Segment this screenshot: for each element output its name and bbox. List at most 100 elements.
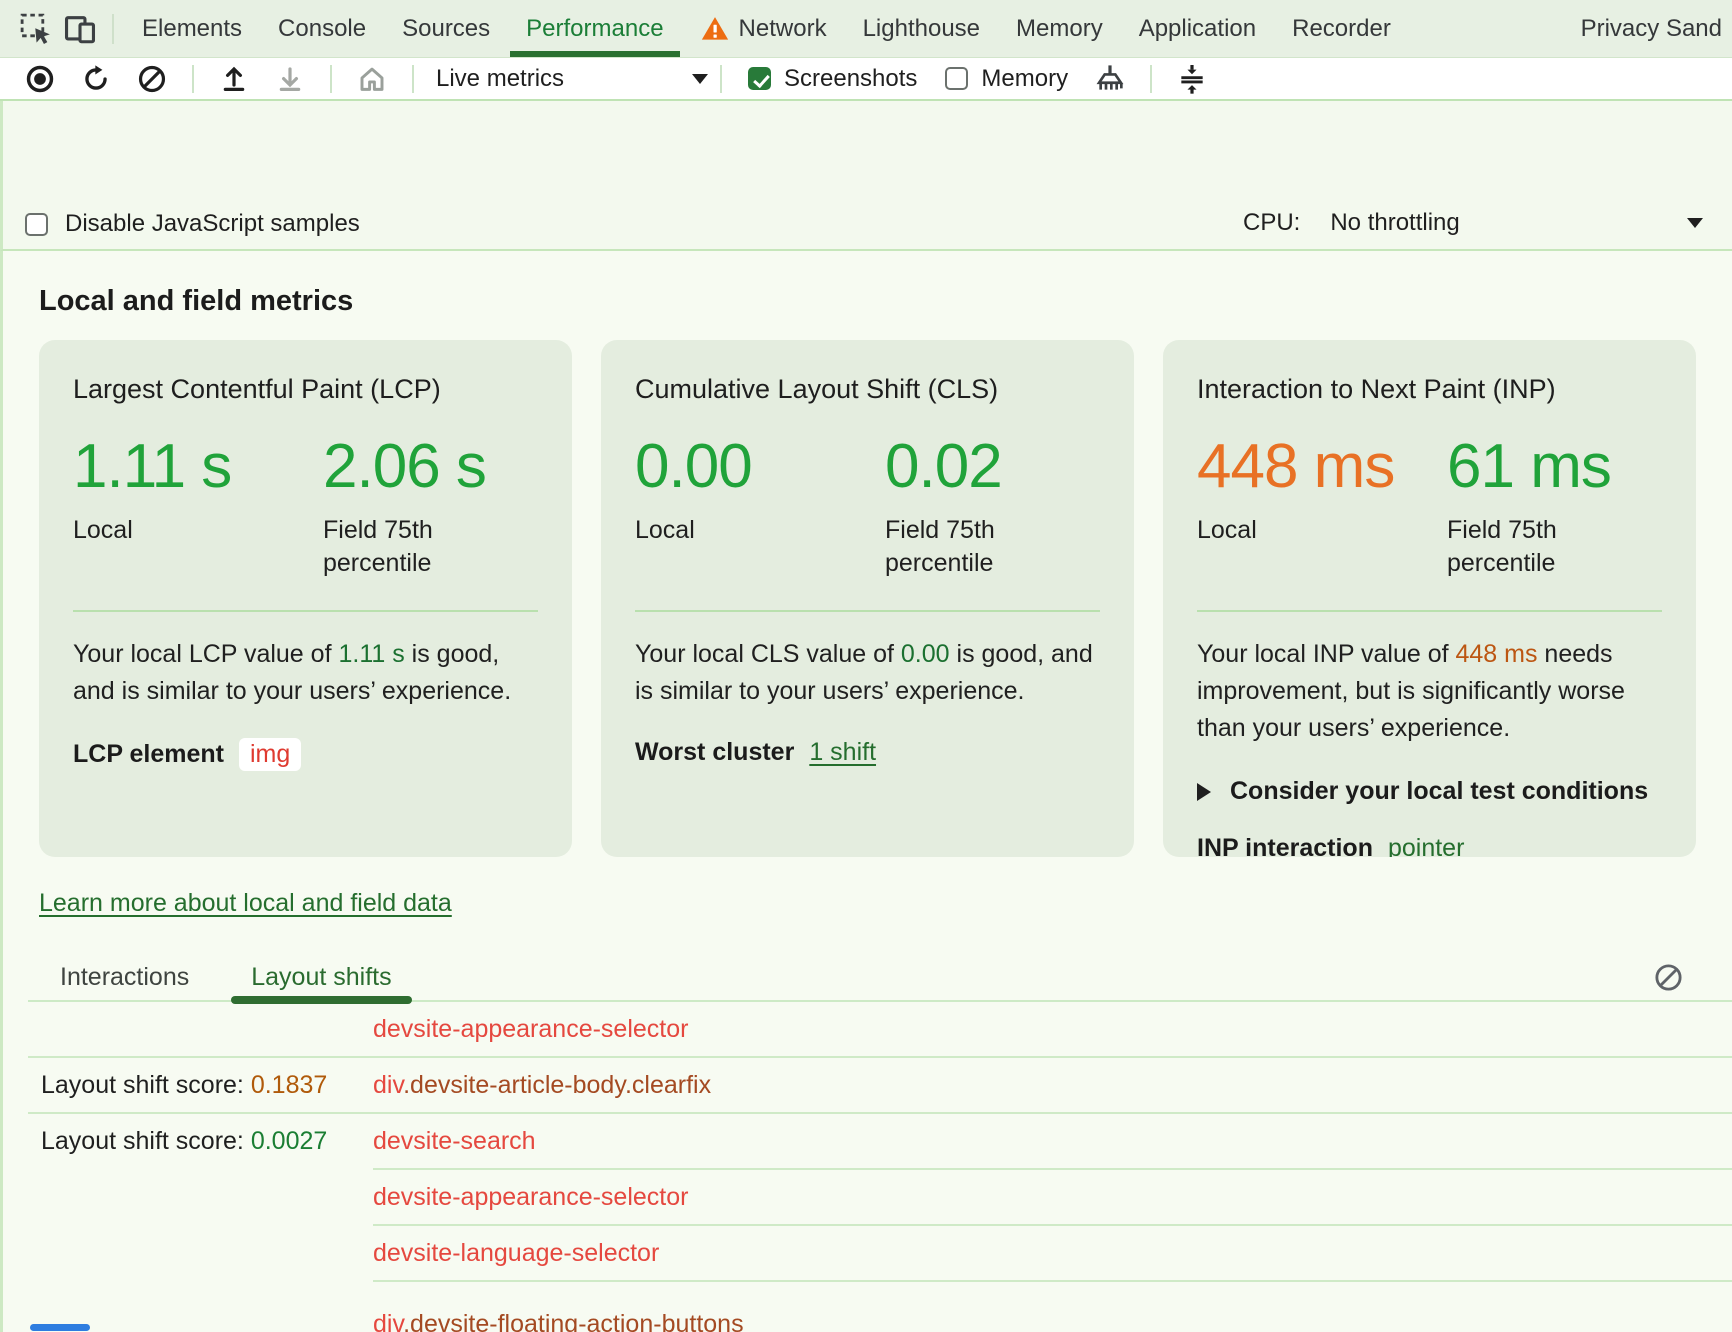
lcp-local-value: 1.11 s [73,432,232,501]
record-icon[interactable] [23,62,57,96]
home-icon[interactable] [355,62,389,96]
screenshots-checkbox[interactable]: Screenshots [748,65,917,93]
element-link[interactable]: devsite-appearance-selector [373,1182,689,1211]
layout-shifts-table: devsite-appearance-selector Layout shift… [28,1002,1732,1332]
live-metrics-view: Local and field metrics Largest Contentf… [0,251,1732,1332]
layout-shift-score-cell: Layout shift score: 0.1837 [41,1070,328,1099]
clear-icon[interactable] [135,62,169,96]
worst-cluster-label: Worst cluster [635,738,795,766]
cls-local-label: Local [635,516,695,544]
worst-cluster-link[interactable]: 1 shift [809,738,877,766]
lcp-element-chip[interactable]: img [238,738,302,771]
tab-layout-shifts[interactable]: Layout shifts [231,954,412,1004]
view-mode-select[interactable]: Live metrics [436,65,708,93]
disclosure-label: Consider your local test conditions [1230,777,1649,805]
log-tabs: Interactions Layout shifts [28,954,1732,1004]
table-row[interactable]: devsite-language-selector [28,1226,1732,1280]
element-link[interactable]: devsite-language-selector [373,1238,660,1267]
disable-js-samples-checkbox[interactable]: Disable JavaScript samples [25,210,360,238]
cls-field-value: 0.02 [885,432,1003,501]
table-row[interactable]: div.devsite-floating-action-buttons [28,1282,1732,1332]
table-row[interactable]: Layout shift score: 0.1837 div.devsite-a… [28,1058,1732,1112]
clear-log-icon[interactable] [1653,962,1684,993]
inp-interaction-label: INP interaction [1197,834,1373,857]
element-link[interactable]: div.devsite-floating-action-buttons [373,1309,744,1332]
view-mode-value: Live metrics [436,64,565,92]
gc-broom-icon[interactable] [1093,62,1127,96]
row-divider [28,1056,1732,1058]
inp-card-title: Interaction to Next Paint (INP) [1197,374,1556,404]
bottom-blue-indicator [30,1324,90,1331]
lcp-summary-text: Your local LCP value of 1.11 s is good, … [73,640,512,705]
card-divider [635,610,1100,612]
disclosure-triangle-icon [1197,782,1211,801]
devtools-tab[interactable]: Memory [998,0,1121,57]
devtools-tab[interactable]: Performance [508,0,681,57]
tab-label: Lighthouse [862,14,981,42]
lcp-card-title: Largest Contentful Paint (LCP) [73,374,441,404]
cpu-throttling-select[interactable]: CPU: No throttling [1243,209,1703,237]
device-toolbar-icon[interactable] [58,7,102,51]
tab-label: Sources [402,14,491,42]
memory-checkbox[interactable]: Memory [945,65,1068,93]
element-link[interactable]: devsite-search [373,1126,536,1155]
divider [330,64,332,93]
table-row[interactable]: devsite-appearance-selector [28,1170,1732,1224]
performance-toolbar: Live metrics Screenshots Memory [0,58,1732,101]
table-row[interactable]: devsite-appearance-selector [28,1002,1732,1056]
cls-summary-text: Your local CLS value of 0.00 is good, an… [635,640,1093,705]
chevron-down-icon [692,73,708,84]
cpu-value: No throttling [1330,209,1460,236]
checkbox-unchecked-icon [945,67,969,90]
memory-label: Memory [981,64,1069,92]
lcp-field-label: Field 75th percentile [323,516,433,577]
inp-summary-text: Your local INP value of 448 ms needs imp… [1197,640,1625,742]
row-divider [373,1224,1732,1226]
cls-local-value: 0.00 [635,432,753,501]
devtools-tab[interactable]: Console [260,0,384,57]
inp-interaction-link[interactable]: pointer [1387,834,1465,857]
upload-icon[interactable] [217,62,251,96]
tab-label: Performance [526,14,664,42]
compress-icon[interactable] [1175,62,1209,96]
devtools-tab[interactable]: Recorder [1274,0,1409,57]
inp-field-value: 61 ms [1447,432,1612,501]
element-link[interactable]: div.devsite-article-body.clearfix [373,1070,712,1099]
devtools-tab[interactable]: Lighthouse [845,0,998,57]
card-divider [73,610,538,612]
cls-card: Cumulative Layout Shift (CLS) 0.00 Local… [601,340,1134,857]
download-icon[interactable] [273,62,307,96]
tab-label: Network [738,14,827,42]
warning-icon [700,14,730,44]
devtools-tab[interactable]: Sources [384,0,508,57]
local-test-conditions-disclosure[interactable]: Consider your local test conditions [1197,777,1662,806]
devtools-tab[interactable]: Network [682,0,845,57]
learn-more-link[interactable]: Learn more about local and field data [39,889,452,917]
lcp-local-label: Local [73,516,133,544]
inp-local-value: 448 ms [1197,432,1395,501]
divider [112,13,114,44]
tab-label: Privacy Sand [1580,14,1722,42]
reload-icon[interactable] [79,62,113,96]
checkbox-unchecked-icon [25,212,48,236]
devtools-tab[interactable]: Application [1121,0,1274,57]
cls-field-label: Field 75th percentile [885,516,995,577]
divider [192,64,194,93]
row-divider [28,1112,1732,1114]
devtools-tab[interactable]: Elements [124,0,260,57]
devtools-tab[interactable]: Privacy Sand [1563,0,1732,57]
tab-interactions[interactable]: Interactions [60,962,190,991]
card-divider [1197,610,1662,612]
metric-cards: Largest Contentful Paint (LCP) 1.11 s Lo… [39,340,1696,857]
lcp-card: Largest Contentful Paint (LCP) 1.11 s Lo… [39,340,572,857]
checkbox-label: Disable JavaScript samples [65,210,360,237]
table-row[interactable]: Layout shift score: 0.0027 devsite-searc… [28,1114,1732,1168]
cpu-label: CPU: [1243,209,1301,236]
inp-card: Interaction to Next Paint (INP) 448 ms L… [1163,340,1696,857]
screenshots-label: Screenshots [784,64,918,92]
element-link[interactable]: devsite-appearance-selector [373,1014,689,1043]
inspect-icon[interactable] [14,7,58,51]
checkbox-checked-icon [748,67,771,90]
layout-shift-score-cell: Layout shift score: 0.0027 [41,1126,328,1155]
